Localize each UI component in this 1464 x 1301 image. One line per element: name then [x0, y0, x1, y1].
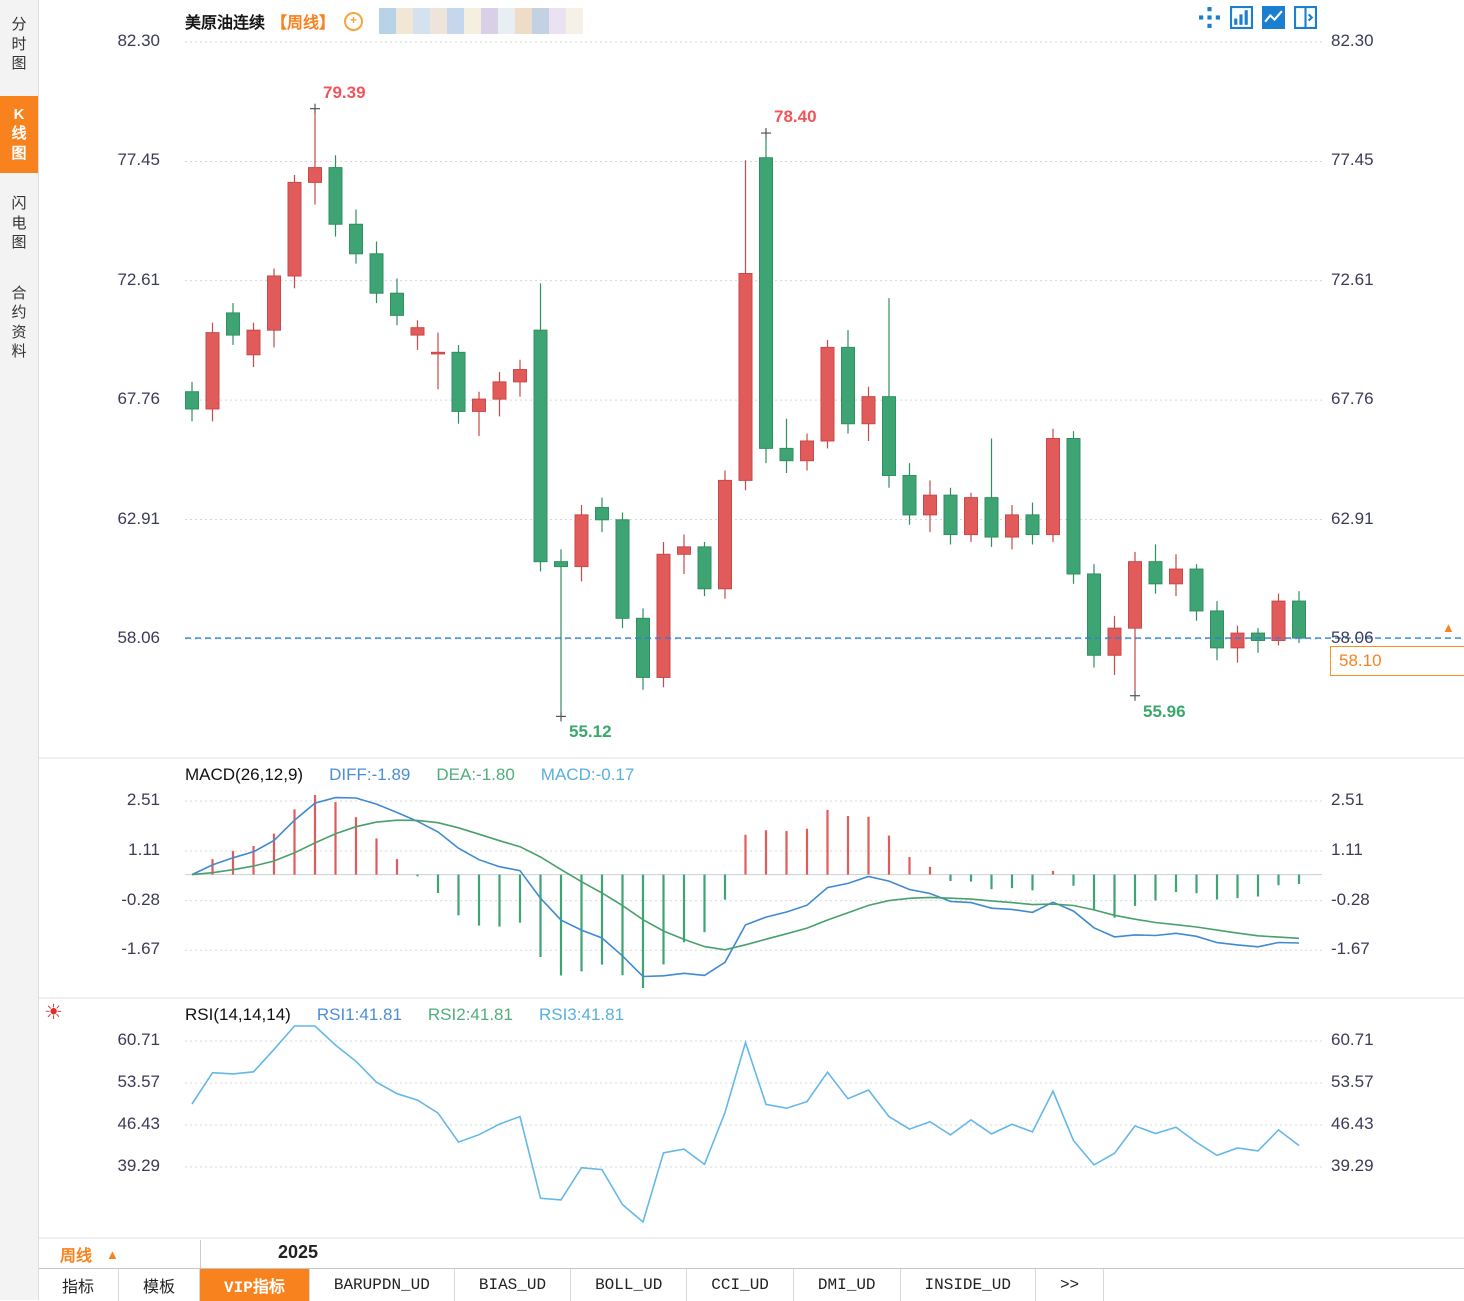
mosaic-tile	[532, 8, 550, 34]
tab-boll-ud[interactable]: BOLL_UD	[571, 1269, 688, 1301]
price-axis-label-left: 62.91	[117, 508, 160, 528]
price-axis-label-right: 77.45	[1331, 150, 1374, 170]
current-price-box: 58.10	[1330, 646, 1464, 676]
macd-axis-label-right: 1.11	[1331, 840, 1363, 859]
macd-axis-label-left: -0.28	[121, 889, 160, 909]
chart-titlebar: 美原油连续 【周线】 +	[185, 8, 584, 34]
mosaic-tile	[498, 8, 516, 34]
rsi3-value: RSI3:41.81	[538, 1005, 625, 1024]
tab-barupdn-ud[interactable]: BARUPDN_UD	[310, 1269, 455, 1301]
price-annotation: 79.39	[323, 82, 366, 102]
rsi1-value: RSI1:41.81	[316, 1005, 402, 1024]
tab-more[interactable]: >>	[1036, 1269, 1105, 1301]
pan-move-icon[interactable]	[1198, 6, 1221, 29]
macd-macd-value: MACD:-0.17	[540, 765, 635, 784]
tab-indicator[interactable]: 指标	[38, 1269, 120, 1301]
macd-axis-label-right: -1.67	[1331, 939, 1370, 959]
x-axis-year-label: 2025	[278, 1242, 319, 1262]
macd-axis-label-right: 2.51	[1331, 790, 1365, 809]
mosaic-tile	[447, 8, 465, 34]
macd-axis-label-left: -1.67	[121, 939, 160, 959]
rsi-line	[191, 1025, 1300, 1224]
macd-title[interactable]: MACD(26,12,9)	[185, 765, 304, 784]
rsi-axis-label-left: 53.57	[117, 1072, 160, 1091]
price-axis-label-left: 82.30	[117, 31, 160, 50]
rsi-axis-label-right: 53.57	[1331, 1072, 1374, 1091]
price-up-arrow-icon: ▲	[1442, 620, 1455, 635]
price-axis-label-left: 77.45	[117, 150, 160, 170]
period-arrow-icon: ▲	[106, 1246, 119, 1262]
rsi-axis-label-left: 39.29	[117, 1156, 160, 1175]
price-annotation: 55.96	[1143, 701, 1186, 721]
price-axis-label-right: 72.61	[1331, 269, 1374, 289]
sidebar-item-time-chart[interactable]: 分时图	[11, 16, 27, 72]
period-tag: 【周线】	[271, 15, 336, 32]
rsi2-value: RSI2:41.81	[427, 1005, 513, 1024]
macd-axis-label-left: 1.11	[128, 840, 160, 859]
sidebar-item-flash-chart[interactable]: 闪电图	[11, 195, 27, 251]
mosaic-tile	[566, 8, 584, 34]
macd-dea-line	[191, 819, 1300, 951]
rsi-axis-label-right: 39.29	[1331, 1156, 1374, 1175]
sidebar-item-contract-info[interactable]: 合约资料	[11, 284, 27, 360]
macd-diff-line	[191, 796, 1300, 978]
macd-axis-label-left: 2.51	[126, 790, 160, 809]
price-annotation: 55.12	[569, 722, 612, 742]
layout-toolbar	[1198, 6, 1317, 29]
rsi-title[interactable]: RSI(14,14,14)	[185, 1005, 291, 1024]
mosaic-tile	[430, 8, 448, 34]
mosaic-tile	[396, 8, 414, 34]
kline-view-icon[interactable]	[1262, 6, 1285, 29]
price-axis-label-right: 62.91	[1331, 508, 1374, 528]
macd-header: MACD(26,12,9) DIFF:-1.89 DEA:-1.80 MACD:…	[185, 765, 634, 785]
macd-histogram	[211, 795, 1301, 988]
mosaic-tile	[379, 8, 397, 34]
multi-pane-icon[interactable]	[1230, 6, 1253, 29]
rsi-axis-label-right: 60.71	[1331, 1030, 1374, 1049]
mosaic-tile	[549, 8, 567, 34]
blurred-watermark	[379, 8, 584, 34]
rsi-header: RSI(14,14,14) RSI1:41.81 RSI2:41.81 RSI3…	[185, 1005, 624, 1025]
price-axis-label-right: 82.30	[1331, 31, 1374, 50]
current-price-value: 58.10	[1339, 651, 1382, 670]
red-sun-icon[interactable]: ☀	[44, 1001, 63, 1024]
tab-bias-ud[interactable]: BIAS_UD	[455, 1269, 572, 1301]
period-label: 周线	[60, 1248, 93, 1265]
price-axis-label-right: 67.76	[1331, 389, 1374, 409]
macd-diff-value: DIFF:-1.89	[329, 765, 411, 784]
price-axis-label-left: 58.06	[117, 628, 160, 647]
split-view-icon[interactable]	[1294, 6, 1317, 29]
tab-vip-indicator[interactable]: VIP指标	[200, 1269, 310, 1301]
price-axis-label-left: 72.61	[117, 269, 160, 289]
rsi-axis-label-left: 46.43	[117, 1114, 160, 1133]
tab-cci-ud[interactable]: CCI_UD	[687, 1269, 794, 1301]
price-annotation: 78.40	[774, 107, 817, 127]
candles-layer	[185, 113, 1306, 712]
macd-dea-value: DEA:-1.80	[436, 765, 515, 784]
mosaic-tile	[515, 8, 533, 34]
rsi-axis-label-right: 46.43	[1331, 1114, 1374, 1133]
mosaic-tile	[481, 8, 499, 34]
mosaic-tile	[464, 8, 482, 34]
rsi-axis-label-left: 60.71	[117, 1030, 160, 1049]
price-axis-label-left: 67.76	[117, 389, 160, 409]
mosaic-tile	[413, 8, 431, 34]
price-axis-label-right: 58.06	[1331, 628, 1374, 647]
tab-template[interactable]: 模板	[119, 1269, 201, 1301]
add-indicator-icon[interactable]: +	[344, 11, 364, 31]
tab-inside-ud[interactable]: INSIDE_UD	[901, 1269, 1036, 1301]
symbol-title: 美原油连续	[185, 15, 266, 32]
macd-axis-label-right: -0.28	[1331, 889, 1370, 909]
period-selector-button[interactable]: 周线 ▲	[38, 1240, 201, 1268]
tab-dmi-ud[interactable]: DMI_UD	[794, 1269, 901, 1301]
bottom-tab-bar: 指标 模板 VIP指标 BARUPDN_UD BIAS_UD BOLL_UD CCI_UD D…	[38, 1268, 1464, 1301]
